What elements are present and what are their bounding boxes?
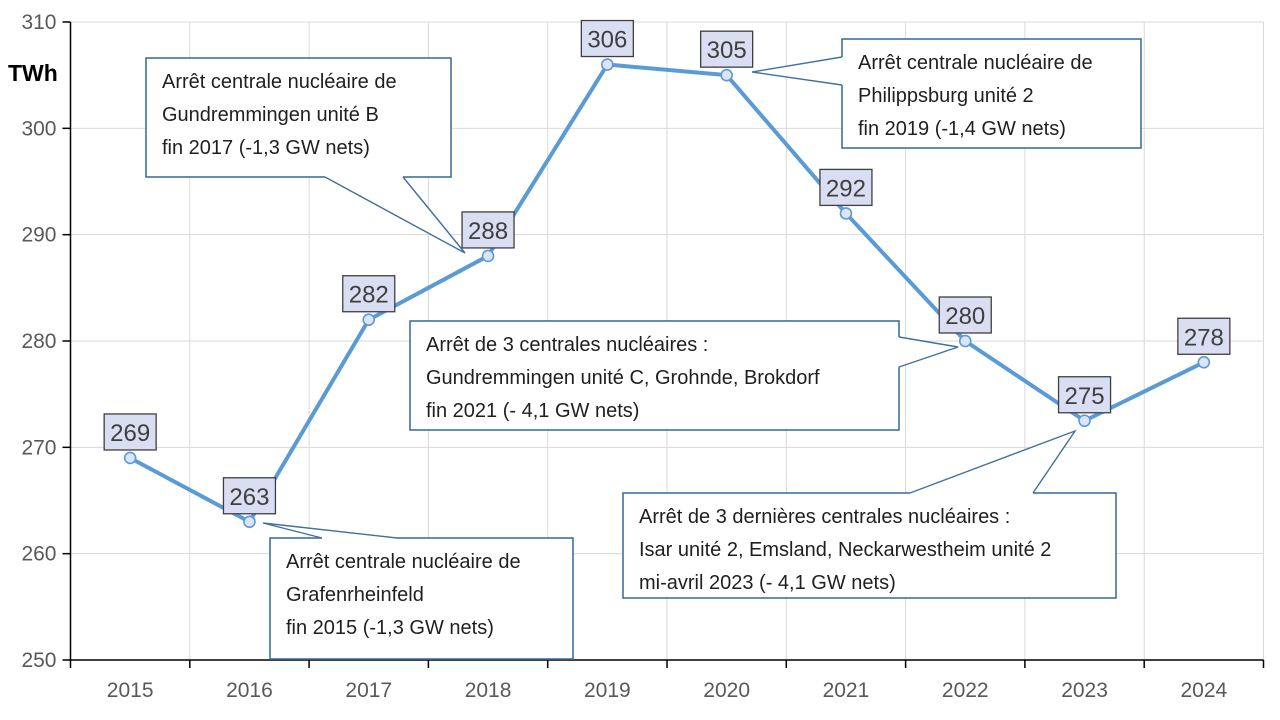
data-point-2015 [123, 451, 137, 465]
annotation-philippsburg: Arrêt centrale nucléaire de Philippsburg… [842, 39, 1141, 148]
y-axis-unit-label: TWh [8, 60, 58, 86]
x-tick-label: 2018 [465, 679, 512, 702]
callout-wedge-2023 [909, 429, 1077, 494]
callout-box-2020 [841, 38, 1142, 149]
x-tick-label: 2017 [345, 679, 392, 702]
series-line [128, 62, 1206, 524]
data-label-box-2021 [819, 168, 873, 207]
data-label-2015: 269 [110, 420, 150, 447]
data-label-box-2022 [938, 296, 992, 334]
callout-box-2016 [269, 537, 574, 660]
data-label-2021: 292 [826, 175, 866, 202]
x-tick-label: 2019 [584, 679, 631, 702]
x-tick-label: 2022 [942, 679, 989, 702]
y-tick-label: 270 [21, 436, 56, 459]
annotation-text: Arrêt centrale nucléaire de Grafenrheinf… [286, 551, 521, 639]
annotation-grafenrheinfeld: Arrêt centrale nucléaire de Grafenrheinf… [270, 538, 573, 659]
callout-wedge-2022 [898, 336, 959, 368]
data-label-2017: 282 [349, 282, 389, 309]
y-tick-label: 250 [21, 649, 56, 672]
callout-box-2023 [622, 492, 1117, 599]
y-tick-label: 280 [21, 330, 56, 353]
callout-box-2018 [145, 57, 452, 178]
y-tick-label: 310 [21, 11, 56, 34]
y-tick-label: 260 [21, 543, 56, 566]
data-point-2024 [1197, 355, 1211, 369]
data-label-2019: 306 [587, 27, 627, 54]
annotation-text: Arrêt centrale nucléaire de Philippsburg… [858, 52, 1093, 140]
data-label-box-2018 [461, 211, 515, 249]
data-label-box-2020 [700, 30, 754, 68]
x-tick-label: 2015 [107, 679, 154, 702]
x-tick-label: 2023 [1061, 679, 1108, 702]
data-label-2016: 263 [229, 484, 269, 511]
data-label-2018: 288 [468, 218, 508, 245]
data-label-2023: 275 [1065, 383, 1105, 410]
data-label-2022: 280 [945, 303, 985, 330]
data-point-2020 [720, 68, 733, 82]
x-tick-label: 2016 [226, 679, 273, 702]
annotation-text: Arrêt centrale nucléaire de Gundremminge… [162, 71, 397, 159]
y-tick-label: 300 [21, 117, 56, 140]
callout-wedge-2018 [324, 176, 466, 254]
data-label-box-2023 [1057, 376, 1112, 414]
data-point-2018 [481, 249, 495, 263]
callout-box-2022 [409, 320, 900, 431]
callout-wedge-fill [752, 57, 842, 85]
data-label-box-2015 [103, 413, 157, 451]
annotation-text: Arrêt de 3 centrales nucléaires : Gundre… [426, 334, 820, 422]
data-point-2016 [243, 515, 256, 529]
annotation-dernieres-centrales-2023: Arrêt de 3 dernières centrales nucléaire… [623, 493, 1116, 598]
annotation-text: Arrêt de 3 dernières centrales nucléaire… [639, 506, 1052, 594]
data-point-2021 [839, 207, 853, 220]
annotation-trois-centrales-2021: Arrêt de 3 centrales nucléaires : Gundre… [410, 321, 899, 430]
data-label-box-2016 [222, 477, 277, 515]
data-label-box-2024 [1177, 317, 1231, 355]
data-point-2023 [1078, 414, 1091, 428]
y-tick-label: 290 [21, 224, 56, 247]
data-label-box-2019 [580, 19, 634, 58]
annotation-gundremmingen-b: Arrêt centrale nucléaire de Gundremminge… [146, 58, 451, 177]
data-point-2017 [362, 313, 376, 327]
data-point-2019 [601, 58, 614, 71]
data-label-box-2017 [342, 275, 396, 313]
data-label-2020: 305 [707, 37, 747, 64]
x-tick-label: 2020 [703, 679, 750, 702]
data-label-2024: 278 [1184, 324, 1224, 351]
callout-wedge-2020 [751, 56, 843, 86]
data-point-2022 [958, 334, 972, 348]
callout-wedge-2016 [262, 522, 398, 539]
x-tick-label: 2021 [823, 679, 870, 702]
x-tick-label: 2024 [1180, 679, 1227, 702]
